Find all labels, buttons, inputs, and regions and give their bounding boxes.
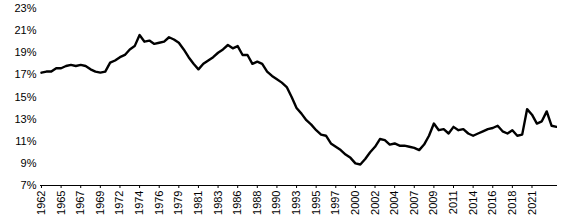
svg-text:1983: 1983 — [212, 191, 224, 215]
svg-text:21%: 21% — [14, 24, 36, 36]
svg-text:2021: 2021 — [526, 191, 538, 215]
svg-text:2018: 2018 — [506, 191, 518, 215]
svg-text:1990: 1990 — [270, 191, 282, 215]
svg-text:2009: 2009 — [427, 191, 439, 215]
svg-text:2011: 2011 — [447, 191, 459, 215]
svg-text:1962: 1962 — [35, 191, 47, 215]
svg-text:2007: 2007 — [408, 191, 420, 215]
svg-text:23%: 23% — [14, 2, 36, 14]
svg-text:17%: 17% — [14, 68, 36, 80]
svg-text:1981: 1981 — [192, 191, 204, 215]
svg-text:7%: 7% — [21, 179, 37, 191]
svg-text:2004: 2004 — [388, 191, 400, 215]
svg-text:1974: 1974 — [133, 191, 145, 215]
svg-text:2016: 2016 — [486, 191, 498, 215]
svg-text:1979: 1979 — [172, 191, 184, 215]
svg-text:19%: 19% — [14, 46, 36, 58]
svg-text:1965: 1965 — [55, 191, 67, 215]
svg-text:1972: 1972 — [113, 191, 125, 215]
svg-text:11%: 11% — [15, 135, 36, 147]
svg-text:13%: 13% — [14, 113, 36, 125]
svg-text:9%: 9% — [21, 157, 37, 169]
svg-text:1967: 1967 — [74, 191, 86, 215]
svg-text:2014: 2014 — [467, 191, 479, 215]
svg-text:2002: 2002 — [369, 191, 381, 215]
svg-text:1993: 1993 — [290, 191, 302, 215]
svg-text:1997: 1997 — [329, 191, 341, 215]
svg-text:1988: 1988 — [251, 191, 263, 215]
svg-text:1986: 1986 — [231, 191, 243, 215]
svg-text:1995: 1995 — [310, 191, 322, 215]
svg-text:2000: 2000 — [349, 191, 361, 215]
svg-text:1969: 1969 — [94, 191, 106, 215]
svg-text:15%: 15% — [14, 91, 36, 103]
svg-text:1976: 1976 — [153, 191, 165, 215]
